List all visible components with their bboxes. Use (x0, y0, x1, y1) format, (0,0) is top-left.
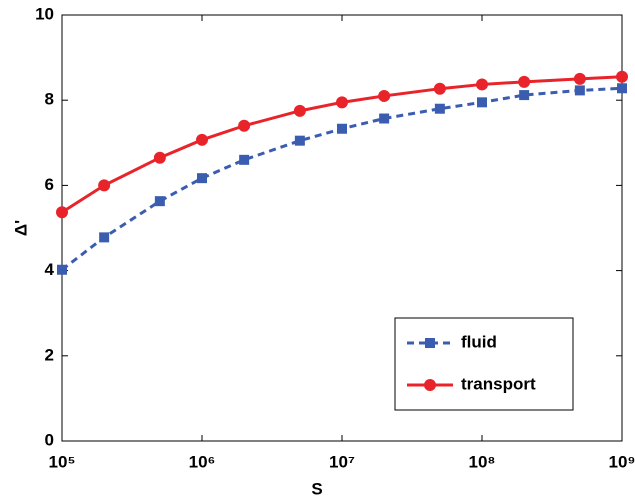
legend-label: transport (461, 374, 536, 393)
x-tick-label: 10⁶ (189, 452, 216, 471)
y-tick-label: 4 (45, 260, 55, 279)
marker (378, 89, 391, 102)
x-axis-label: S (311, 479, 322, 498)
marker (57, 264, 67, 275)
marker (379, 113, 390, 124)
legend-marker (424, 379, 436, 391)
legend-label: fluid (461, 332, 497, 351)
y-tick-label: 6 (45, 175, 54, 194)
x-tick-label: 10⁹ (609, 452, 635, 471)
y-tick-label: 10 (35, 4, 54, 23)
marker (56, 206, 68, 219)
marker (294, 135, 305, 146)
marker (434, 103, 445, 114)
marker (153, 151, 166, 164)
series-line (61, 86, 623, 271)
x-tick-label: 10⁵ (49, 452, 76, 471)
marker (196, 133, 208, 146)
marker (239, 154, 250, 165)
y-tick-label: 2 (45, 345, 54, 364)
x-tick-label: 10⁷ (329, 452, 355, 471)
marker (98, 179, 111, 192)
y-axis-label: Δ' (11, 220, 30, 236)
marker (293, 104, 306, 117)
marker (574, 85, 585, 96)
y-tick-label: 0 (45, 430, 54, 449)
marker (154, 196, 165, 207)
marker (99, 232, 110, 243)
marker (336, 96, 348, 109)
marker (573, 72, 586, 85)
legend-marker (425, 338, 435, 348)
marker (519, 90, 530, 101)
marker (518, 75, 531, 88)
marker (197, 173, 207, 184)
marker (337, 123, 347, 134)
marker (476, 78, 488, 91)
legend-box (394, 317, 574, 411)
x-tick-label: 10⁸ (469, 452, 496, 471)
marker (238, 119, 251, 132)
marker (616, 70, 628, 83)
marker (433, 82, 446, 95)
y-tick-label: 8 (45, 90, 54, 109)
marker (617, 83, 627, 94)
marker (477, 97, 487, 108)
